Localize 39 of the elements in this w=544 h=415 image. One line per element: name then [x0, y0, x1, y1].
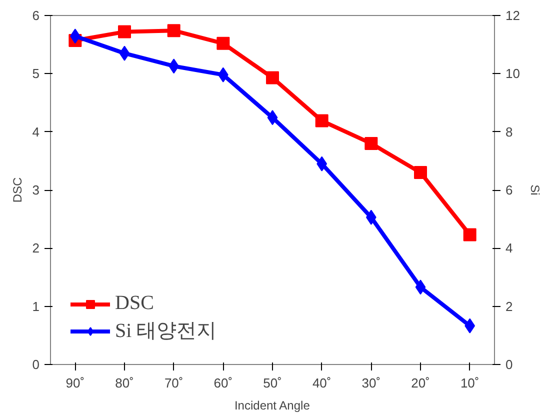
point — [463, 228, 476, 242]
x-tick-label: 10˚ — [460, 376, 480, 390]
y2-tick-label: 10 — [506, 66, 520, 82]
legend-label: Si 태양전지 — [115, 319, 217, 344]
y2-tick-label: 0 — [506, 357, 513, 372]
x-tick-label: 20˚ — [411, 376, 430, 390]
x-tick-label: 50˚ — [263, 376, 282, 390]
y2-tick-label: 2 — [506, 298, 513, 314]
point — [315, 114, 328, 128]
x-axis-title: Incident Angle — [234, 398, 310, 412]
y2-tick-label: 12 — [506, 8, 520, 23]
point — [414, 166, 427, 180]
point — [216, 36, 230, 50]
y2-tick-label: 8 — [506, 124, 513, 140]
x-tick-label: 80˚ — [115, 376, 134, 390]
point — [119, 46, 130, 61]
y-tick-label: 5 — [32, 66, 40, 82]
x-tick-label: 90˚ — [66, 376, 85, 390]
y-tick-label: 0 — [32, 357, 40, 372]
y-tick-label: 6 — [32, 8, 40, 23]
point — [364, 136, 378, 150]
y-tick-label: 3 — [32, 182, 40, 198]
x-tick-label: 30˚ — [362, 376, 381, 390]
point — [266, 71, 279, 84]
legend-label: DSC — [115, 292, 154, 315]
point — [167, 24, 180, 38]
y-tick-label: 4 — [32, 124, 40, 140]
x-tick-label: 60˚ — [214, 376, 233, 390]
point — [118, 25, 131, 38]
point — [415, 280, 426, 295]
point — [267, 110, 278, 126]
y2-axis-title: Si — [528, 184, 542, 196]
y2-tick-label: 6 — [506, 182, 513, 198]
y2-tick-label: 4 — [506, 240, 513, 256]
y-axis-title: DSC — [10, 177, 24, 203]
x-tick-label: 70˚ — [164, 376, 184, 390]
y-tick-label: 2 — [32, 240, 40, 256]
x-tick-label: 40˚ — [312, 376, 332, 390]
y-tick-label: 1 — [32, 298, 40, 314]
